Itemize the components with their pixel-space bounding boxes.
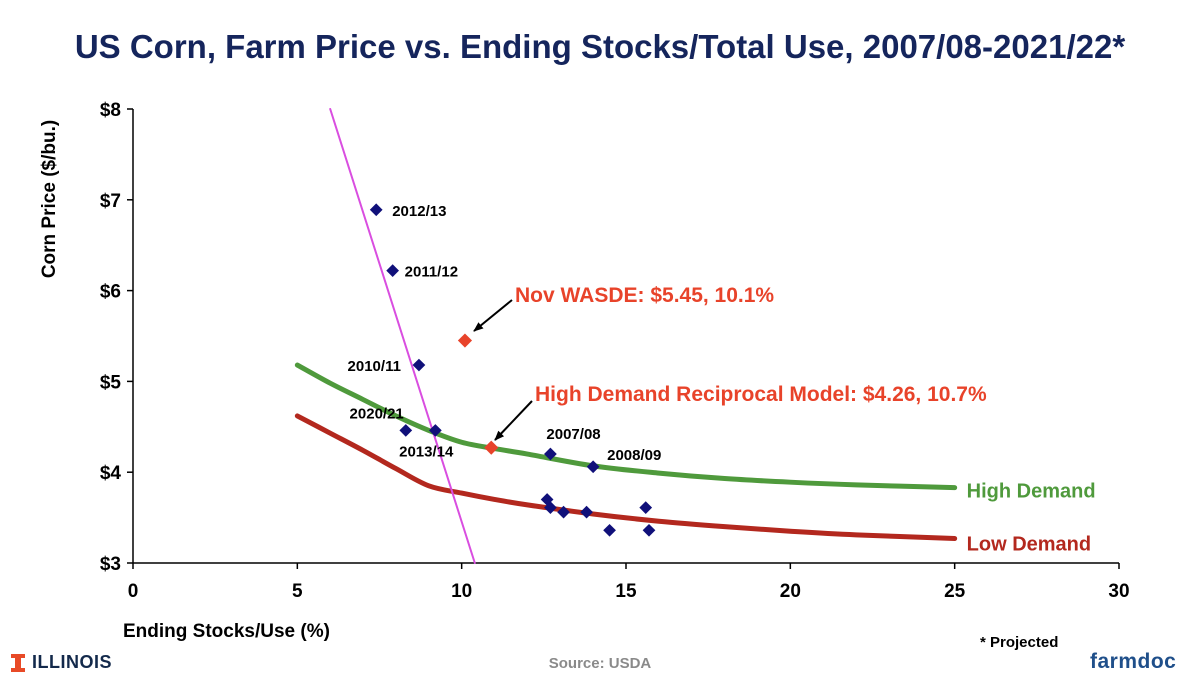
y-tick-label: $6 [100,282,121,303]
x-tick-label: 25 [944,581,966,602]
y-tick-label: $8 [100,100,121,121]
illinois-block-i-icon [11,653,25,672]
vertical-reference-line [329,108,476,564]
data-point-label: 2013/14 [399,443,454,460]
data-point [412,358,426,372]
brand-logo: farmdoc [1090,650,1177,673]
y-tick-label: $5 [100,372,122,393]
data-point [580,505,593,519]
data-point [429,424,442,437]
y-tick-label: $7 [100,191,121,212]
data-point [369,203,383,217]
data-point-label: 2008/09 [607,447,661,464]
source-note: Source: USDA [548,655,652,672]
high-demand-line [294,362,958,491]
x-tick-label: 15 [615,581,637,602]
data-point [642,523,656,537]
university-name: ILLINOIS [32,652,112,672]
low-demand-line [294,413,958,541]
high-demand-label: High Demand [967,481,1096,503]
highlight-point [484,440,499,455]
data-point-label: 2011/12 [405,264,458,281]
x-tick-label: 5 [292,581,303,602]
callout-arrow [494,400,533,441]
data-point [603,523,616,537]
y-tick-label: $4 [100,463,122,484]
data-point [639,501,653,514]
data-point-label: 2020/21 [350,405,404,422]
x-tick-label: 20 [780,581,801,602]
x-tick-label: 10 [451,581,472,602]
data-point [386,264,400,277]
x-axis-label: Ending Stocks/Use (%) [123,621,330,642]
y-axis-label: Corn Price ($/bu.) [39,120,60,278]
data-point-label: 2007/08 [546,426,600,443]
projected-note: * Projected [980,634,1059,651]
low-demand-label: Low Demand [967,533,1091,555]
university-logo: ILLINOIS [10,652,112,673]
y-tick-label: $3 [100,554,121,575]
chart-title: US Corn, Farm Price vs. Ending Stocks/To… [74,28,1126,65]
data-point [399,424,413,437]
highlight-label: High Demand Reciprocal Model: $4.26, 10.… [535,383,987,406]
data-point-label: 2012/13 [392,203,446,220]
highlight-point [457,333,473,348]
callout-arrow [473,299,513,332]
data-point [586,460,600,474]
highlight-label: Nov WASDE: $5.45, 10.1% [515,284,774,307]
x-tick-label: 30 [1108,581,1129,602]
x-tick-label: 0 [128,581,139,602]
data-point-label: 2010/11 [348,358,401,375]
data-point [557,505,570,519]
